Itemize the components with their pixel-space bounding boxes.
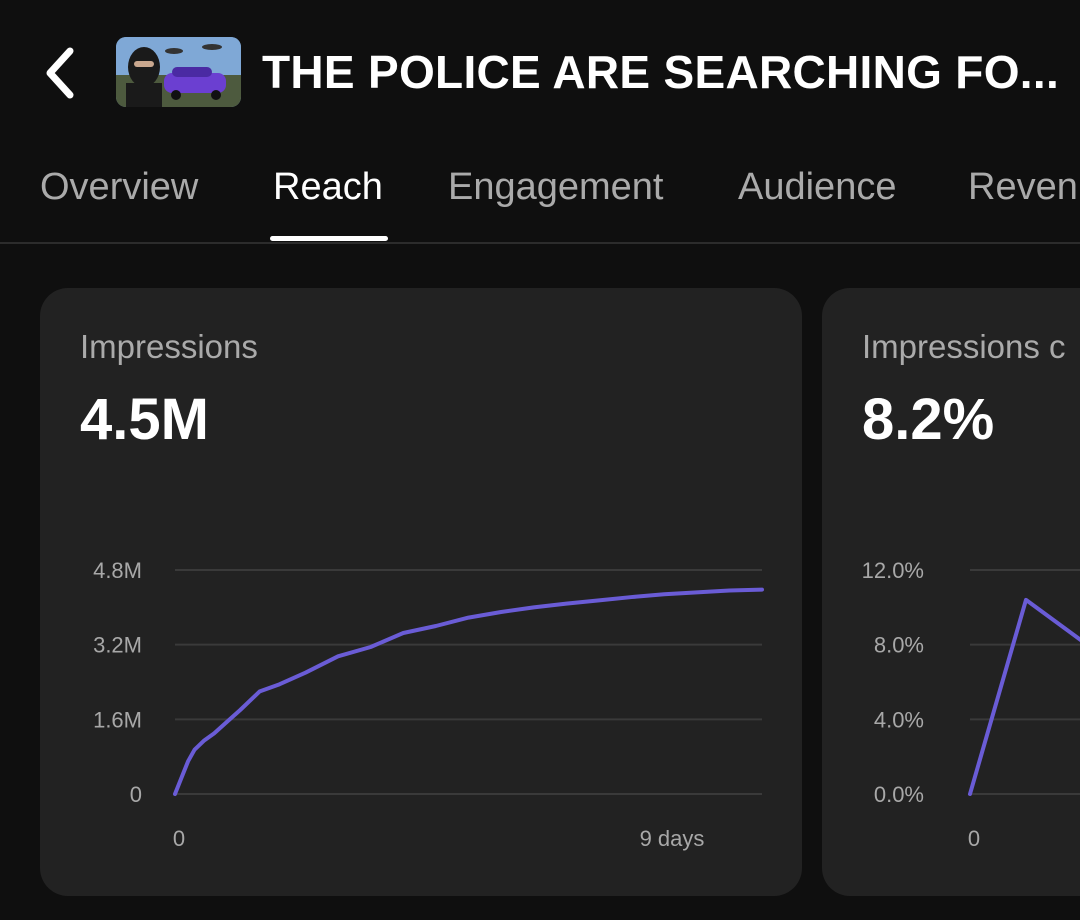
tab-audience[interactable]: Audience bbox=[738, 166, 897, 208]
y-tick-label: 0 bbox=[130, 782, 142, 807]
y-tick-label: 8.0% bbox=[874, 633, 924, 658]
video-thumbnail[interactable] bbox=[116, 37, 241, 107]
card-value: 4.5M bbox=[80, 387, 209, 452]
tab-revenue[interactable]: Reven bbox=[968, 166, 1078, 208]
x-tick-label: 9 days bbox=[640, 826, 705, 851]
card-label: Impressions bbox=[80, 328, 258, 365]
y-tick-label: 3.2M bbox=[93, 633, 142, 658]
y-tick-label: 4.8M bbox=[93, 558, 142, 583]
y-tick-label: 0.0% bbox=[874, 782, 924, 807]
y-tick-label: 12.0% bbox=[862, 558, 924, 583]
tab-engagement[interactable]: Engagement bbox=[448, 166, 664, 208]
impressions-ctr-chart: 0.0% 4.0% 8.0% 12.0% 0 bbox=[862, 558, 1080, 851]
series-line bbox=[173, 587, 764, 796]
x-tick-label: 0 bbox=[173, 826, 185, 851]
tab-overview[interactable]: Overview bbox=[40, 166, 199, 208]
tab-reach[interactable]: Reach bbox=[273, 166, 383, 208]
back-button[interactable] bbox=[30, 38, 90, 108]
card-value: 8.2% bbox=[862, 387, 995, 452]
impressions-card[interactable]: Impressions 4.5M 0 1.6M 3.2M 4.8M 0 9 days bbox=[40, 288, 802, 896]
series-line bbox=[968, 597, 1080, 796]
x-tick-label: 0 bbox=[968, 826, 980, 851]
y-tick-label: 4.0% bbox=[874, 707, 924, 732]
card-label: Impressions c bbox=[862, 328, 1066, 365]
chevron-left-icon bbox=[46, 47, 74, 99]
y-tick-label: 1.6M bbox=[93, 707, 142, 732]
header: THE POLICE ARE SEARCHING FO... bbox=[0, 0, 1080, 140]
tab-bar: Overview Reach Engagement Audience Reven bbox=[0, 140, 1080, 244]
impressions-ctr-card[interactable]: Impressions c 8.2% 0.0% 4.0% 8.0% 12.0% 0 bbox=[822, 288, 1080, 896]
active-tab-indicator bbox=[270, 236, 388, 241]
video-title: THE POLICE ARE SEARCHING FO... bbox=[262, 46, 1060, 98]
impressions-chart: 0 1.6M 3.2M 4.8M 0 9 days bbox=[93, 558, 764, 851]
